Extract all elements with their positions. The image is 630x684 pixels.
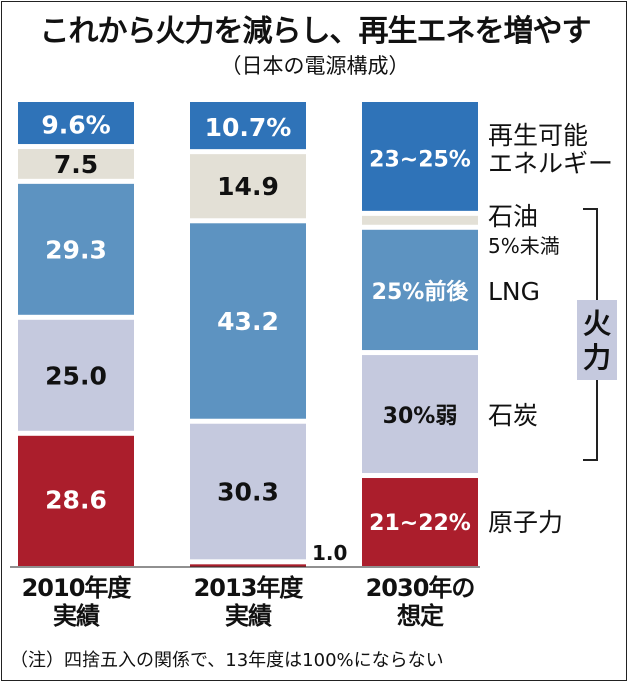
bar-segment	[18, 102, 134, 147]
legend-label: 石炭	[488, 401, 538, 430]
x-tick-label: 2013年度 実績	[170, 574, 326, 630]
x-tick-label-line: 2013年度	[193, 574, 304, 602]
bar-segment	[362, 213, 478, 228]
x-tick-label: 2010年度 実績	[0, 574, 154, 630]
segment-divider	[18, 430, 134, 436]
segment-divider	[18, 314, 134, 320]
legend-label: 再生可能	[488, 121, 588, 150]
footnote: （注）四捨五入の関係で、13年度は100%にならない	[10, 650, 444, 671]
data-label: 29.3	[45, 235, 107, 264]
segment-divider	[362, 210, 478, 216]
bracket-label-box	[577, 300, 617, 380]
x-tick-label-line: 2010年度	[21, 574, 132, 602]
bar-segment	[190, 151, 306, 221]
x-tick-label: 2030年の 想定	[342, 574, 498, 630]
data-label: 30%弱	[383, 404, 458, 429]
segment-divider	[18, 178, 134, 184]
x-tick-label-line: 実績	[53, 602, 100, 630]
segment-divider	[362, 350, 478, 356]
segment-divider	[190, 149, 306, 155]
bar-segment	[362, 227, 478, 353]
legend-label: 5%未満	[488, 234, 560, 258]
segment-divider	[190, 559, 306, 565]
bar-segment	[190, 421, 306, 562]
legend-label: 原子力	[488, 508, 563, 537]
legend-label: 石油	[488, 202, 538, 231]
x-tick-label-line: 想定	[397, 602, 444, 630]
bracket-label: 力	[583, 341, 611, 374]
bar-segment	[190, 102, 306, 152]
bar-segment	[190, 220, 306, 422]
bar-segment	[18, 181, 134, 318]
x-tick-label-line: 2030年の	[365, 574, 476, 602]
data-label: 28.6	[45, 486, 107, 515]
data-label: 10.7%	[205, 113, 292, 142]
chart-title: これから火力を減らし、再生エネを増やす	[39, 14, 592, 49]
data-label: 14.9	[217, 172, 279, 201]
bar-segment	[362, 102, 478, 214]
legend-label: LNG	[488, 277, 540, 306]
bar-segment	[18, 433, 134, 566]
data-label: 1.0	[312, 541, 347, 565]
segment-divider	[18, 144, 134, 150]
data-label: 25%前後	[372, 279, 470, 305]
legend-label: エネルギー	[488, 149, 613, 178]
data-label: 7.5	[54, 150, 98, 179]
bracket-label: 火	[583, 307, 611, 340]
data-label: 43.2	[217, 307, 279, 336]
data-label: 30.3	[217, 478, 279, 507]
bar-segment	[362, 352, 478, 476]
bar-segment	[18, 146, 134, 182]
chart-subtitle: （日本の電源構成）	[220, 54, 410, 78]
segment-divider	[190, 418, 306, 424]
x-tick-label-line: 実績	[225, 602, 272, 630]
segment-divider	[190, 218, 306, 224]
data-label: 21~22%	[369, 511, 471, 536]
bar-segment	[362, 475, 478, 566]
data-label: 25.0	[45, 361, 107, 390]
data-label: 9.6%	[41, 110, 110, 139]
data-label: 23~25%	[369, 148, 471, 173]
segment-divider	[362, 224, 478, 230]
bar-segment	[18, 317, 134, 434]
segment-divider	[362, 473, 478, 479]
